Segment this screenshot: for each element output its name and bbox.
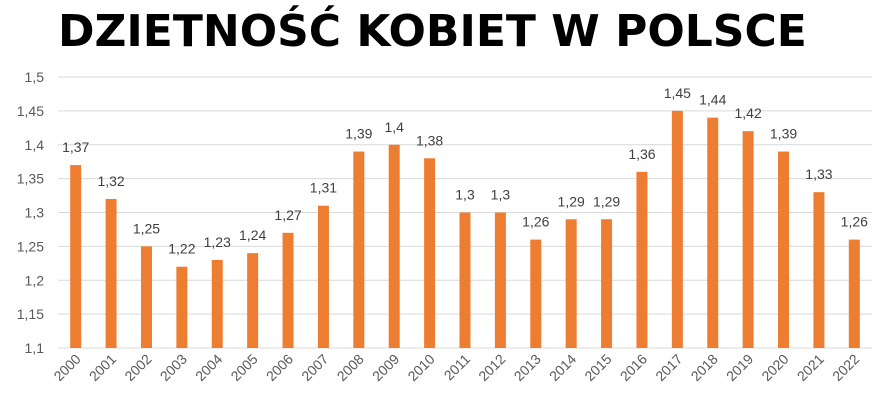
data-label: 1,39 bbox=[770, 126, 797, 142]
x-tick-label: 2002 bbox=[121, 351, 154, 384]
data-label: 1,23 bbox=[204, 234, 231, 250]
x-tick-label: 2006 bbox=[263, 351, 296, 384]
data-label: 1,24 bbox=[239, 227, 266, 243]
data-label: 1,38 bbox=[416, 132, 443, 148]
bar bbox=[140, 246, 152, 348]
data-label: 1,26 bbox=[522, 214, 549, 230]
x-tick-label: 2007 bbox=[298, 351, 331, 384]
data-label: 1,36 bbox=[628, 146, 655, 162]
data-label: 1,37 bbox=[62, 139, 89, 155]
x-tick-label: 2004 bbox=[192, 351, 225, 384]
bar bbox=[848, 239, 860, 348]
data-label: 1,27 bbox=[274, 207, 301, 223]
data-label: 1,29 bbox=[593, 193, 620, 209]
bar bbox=[105, 198, 117, 348]
bar bbox=[742, 131, 754, 348]
bar bbox=[494, 212, 506, 348]
x-tick-label: 2021 bbox=[794, 351, 827, 384]
x-tick-label: 2019 bbox=[723, 351, 756, 384]
y-tick-label: 1,3 bbox=[25, 205, 45, 221]
y-tick-label: 1,4 bbox=[25, 137, 45, 153]
bar bbox=[424, 158, 436, 348]
chart-title: DZIETNOŚĆ KOBIET W POLSCE bbox=[58, 6, 807, 57]
bar bbox=[247, 253, 259, 348]
data-label: 1,4 bbox=[384, 119, 404, 135]
bar bbox=[282, 232, 294, 348]
y-tick-label: 1,5 bbox=[25, 69, 45, 85]
x-tick-label: 2017 bbox=[652, 351, 685, 384]
bar bbox=[459, 212, 471, 348]
y-tick-label: 1,2 bbox=[25, 272, 45, 288]
x-tick-label: 2014 bbox=[546, 351, 579, 384]
data-label: 1,31 bbox=[310, 180, 337, 196]
data-label: 1,3 bbox=[491, 187, 511, 203]
x-tick-label: 2003 bbox=[157, 351, 190, 384]
bar bbox=[353, 151, 365, 348]
y-tick-label: 1,25 bbox=[17, 238, 44, 254]
data-label: 1,25 bbox=[133, 220, 160, 236]
bar bbox=[671, 110, 683, 348]
bar bbox=[601, 219, 613, 348]
data-label: 1,33 bbox=[805, 166, 832, 182]
bar bbox=[317, 205, 329, 348]
x-tick-label: 2020 bbox=[758, 351, 791, 384]
data-label: 1,44 bbox=[699, 92, 726, 108]
x-tick-label: 2015 bbox=[581, 351, 614, 384]
x-tick-label: 2013 bbox=[511, 351, 544, 384]
x-tick-label: 2016 bbox=[617, 351, 650, 384]
bar bbox=[176, 266, 188, 348]
bar bbox=[636, 171, 648, 348]
bar bbox=[778, 151, 790, 348]
x-tick-label: 2012 bbox=[475, 351, 508, 384]
bar bbox=[70, 165, 82, 348]
x-tick-label: 2008 bbox=[334, 351, 367, 384]
bar bbox=[530, 239, 542, 348]
bar bbox=[211, 259, 223, 348]
x-tick-label: 2005 bbox=[227, 351, 260, 384]
bar bbox=[388, 144, 400, 348]
data-label: 1,3 bbox=[455, 187, 475, 203]
x-tick-label: 2022 bbox=[829, 351, 862, 384]
data-label: 1,22 bbox=[168, 241, 195, 257]
data-label: 1,29 bbox=[558, 193, 585, 209]
x-tick-label: 2010 bbox=[404, 351, 437, 384]
y-tick-label: 1,35 bbox=[17, 171, 44, 187]
x-tick-label: 2000 bbox=[50, 351, 83, 384]
bar bbox=[707, 117, 719, 349]
y-tick-label: 1,15 bbox=[17, 306, 44, 322]
data-label: 1,32 bbox=[97, 173, 124, 189]
x-tick-label: 2018 bbox=[688, 351, 721, 384]
x-tick-label: 2011 bbox=[441, 351, 474, 384]
bar bbox=[565, 219, 577, 348]
y-tick-label: 1,1 bbox=[25, 340, 45, 356]
x-tick-label: 2001 bbox=[86, 351, 119, 384]
x-tick-label: 2009 bbox=[369, 351, 402, 384]
y-tick-label: 1,45 bbox=[17, 103, 44, 119]
data-label: 1,42 bbox=[735, 105, 762, 121]
data-label: 1,45 bbox=[664, 85, 691, 101]
data-label: 1,39 bbox=[345, 126, 372, 142]
data-label: 1,26 bbox=[841, 214, 868, 230]
bar bbox=[813, 192, 825, 348]
